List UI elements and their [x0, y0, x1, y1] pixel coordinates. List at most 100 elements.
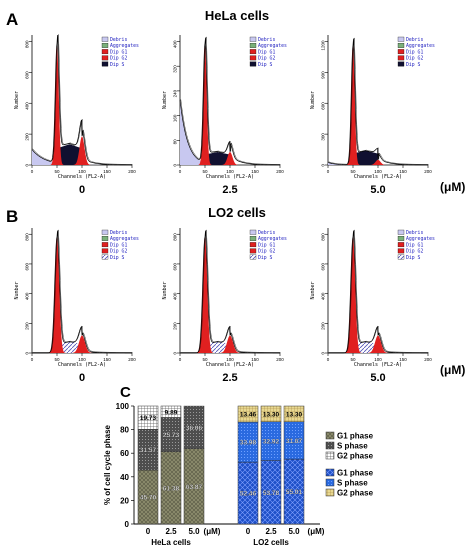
legend-label: Dip S: [258, 62, 273, 68]
legend-label: Dip G1: [258, 49, 275, 55]
y-tick-label: 600: [25, 71, 30, 79]
dose-label: 0: [79, 372, 85, 384]
legend-swatch: [101, 36, 109, 42]
x-tick-label: 200: [128, 169, 136, 174]
bar-legend-swatch: [325, 431, 335, 440]
bar-data-label: 52.46: [240, 491, 257, 498]
g2-area: [180, 152, 280, 165]
y-tick-label: 800: [173, 233, 178, 241]
legend-swatch: [101, 242, 109, 248]
fit-outline: [32, 229, 133, 353]
legend-label: Dip G2: [110, 56, 127, 62]
legend-swatch: [249, 242, 257, 248]
legend-label: Debris: [258, 37, 275, 43]
hela-unit-label: (μM): [440, 180, 465, 194]
legend-label: Debris: [406, 230, 423, 236]
y-axis-label: Number: [162, 281, 168, 299]
lo2-histogram-1: 0 200 400 600 800 0 50 100 150 200 Channels (FL2-A…: [162, 228, 287, 384]
y-tick-label: 900: [321, 71, 326, 79]
legend-swatch: [101, 61, 109, 67]
legend-swatch: [101, 254, 109, 260]
y-tick-label: 600: [321, 262, 326, 270]
y-tick-label: 800: [25, 40, 30, 48]
bar-data-label: 32.92: [263, 439, 280, 446]
y-tick-label: 400: [25, 102, 30, 110]
y-tick-label: 400: [173, 292, 178, 300]
panel-letter-a: A: [6, 10, 18, 29]
g1-area: [180, 236, 280, 353]
x-tick-label: 150: [251, 169, 259, 174]
x-axis-label: Channels (FL2-A): [206, 362, 254, 368]
bar-data-label: 13.46: [240, 412, 257, 419]
bar-segment-lo2-cells-g2-phase: [283, 405, 305, 422]
y-tick-label: 200: [321, 322, 326, 330]
g2-area: [180, 335, 280, 353]
g1-area: [180, 45, 280, 165]
legend-label: Dip S: [258, 255, 273, 261]
bar-data-label: 31.67: [286, 438, 303, 445]
y-axis-label: Number: [14, 91, 20, 109]
x-tick-label: 0: [327, 169, 330, 174]
bar-legend-label: S phase: [337, 479, 368, 488]
y-tick-label: 200: [25, 133, 30, 141]
legend-label: Dip S: [406, 62, 421, 68]
y-tick-label: 300: [321, 133, 326, 141]
y-tick-label: 0: [25, 352, 30, 355]
bar-data-label: 33.98: [240, 440, 257, 447]
y-tick-label: 0: [25, 164, 30, 167]
legend-label: Dip G2: [258, 56, 275, 62]
x-tick-label: 0: [327, 357, 330, 362]
legend-swatch: [397, 254, 405, 260]
bar-unit-label-hela: (μM): [204, 527, 221, 536]
legend-swatch: [249, 236, 257, 241]
bar-x-tick-label: 5.0: [288, 527, 300, 536]
x-tick-label: 50: [54, 357, 60, 362]
panel-letter-c: C: [120, 384, 131, 401]
bar-group-label: HeLa cells: [151, 538, 191, 547]
legend-label: Aggregates: [406, 236, 435, 242]
bar-segment-hela-cells-s-phase: [183, 405, 205, 449]
g1-area: [32, 236, 132, 353]
bar-y-tick-label: 20: [120, 496, 129, 505]
y-tick-label: 0: [321, 164, 326, 167]
lo2-title: LO2 cells: [208, 205, 266, 220]
legend-swatch: [397, 61, 405, 67]
x-tick-label: 200: [128, 357, 136, 362]
legend-label: Aggregates: [110, 43, 139, 49]
y-tick-label: 160: [173, 114, 178, 122]
bar-segment-lo2-cells-g2-phase: [237, 405, 259, 423]
legend-label: Dip G1: [406, 242, 423, 248]
fit-outline: [32, 34, 133, 165]
x-tick-label: 100: [78, 357, 86, 362]
y-axis-label: Number: [14, 281, 20, 299]
legend-swatch: [101, 43, 109, 48]
bar-y-tick-label: 80: [120, 426, 129, 435]
legend-label: Dip G2: [110, 249, 127, 255]
legend-swatch: [101, 229, 109, 235]
y-tick-label: 200: [25, 322, 30, 330]
x-tick-label: 50: [54, 169, 60, 174]
bar-data-label: 45.70: [140, 495, 157, 502]
y-tick-label: 80: [173, 139, 178, 145]
legend-label: Aggregates: [110, 236, 139, 242]
x-tick-label: 200: [276, 169, 284, 174]
x-tick-label: 100: [374, 357, 382, 362]
x-tick-label: 150: [251, 357, 259, 362]
legend-swatch: [397, 43, 405, 48]
legend-label: Debris: [110, 230, 127, 236]
y-tick-label: 600: [173, 262, 178, 270]
x-tick-label: 0: [179, 169, 182, 174]
bar-segment-lo2-cells-g2-phase: [260, 405, 282, 422]
y-tick-label: 0: [321, 352, 326, 355]
legend-swatch: [397, 49, 405, 55]
dose-label: 5.0: [370, 184, 385, 196]
bar-data-label: 19.73: [140, 415, 157, 422]
bar-legend-label: G1 phase: [337, 432, 374, 441]
legend-swatch: [397, 242, 405, 248]
legend-label: Debris: [110, 37, 127, 43]
fit-outline: [328, 37, 429, 165]
histogram-outline: [31, 34, 132, 166]
histogram-outline: [32, 230, 132, 354]
